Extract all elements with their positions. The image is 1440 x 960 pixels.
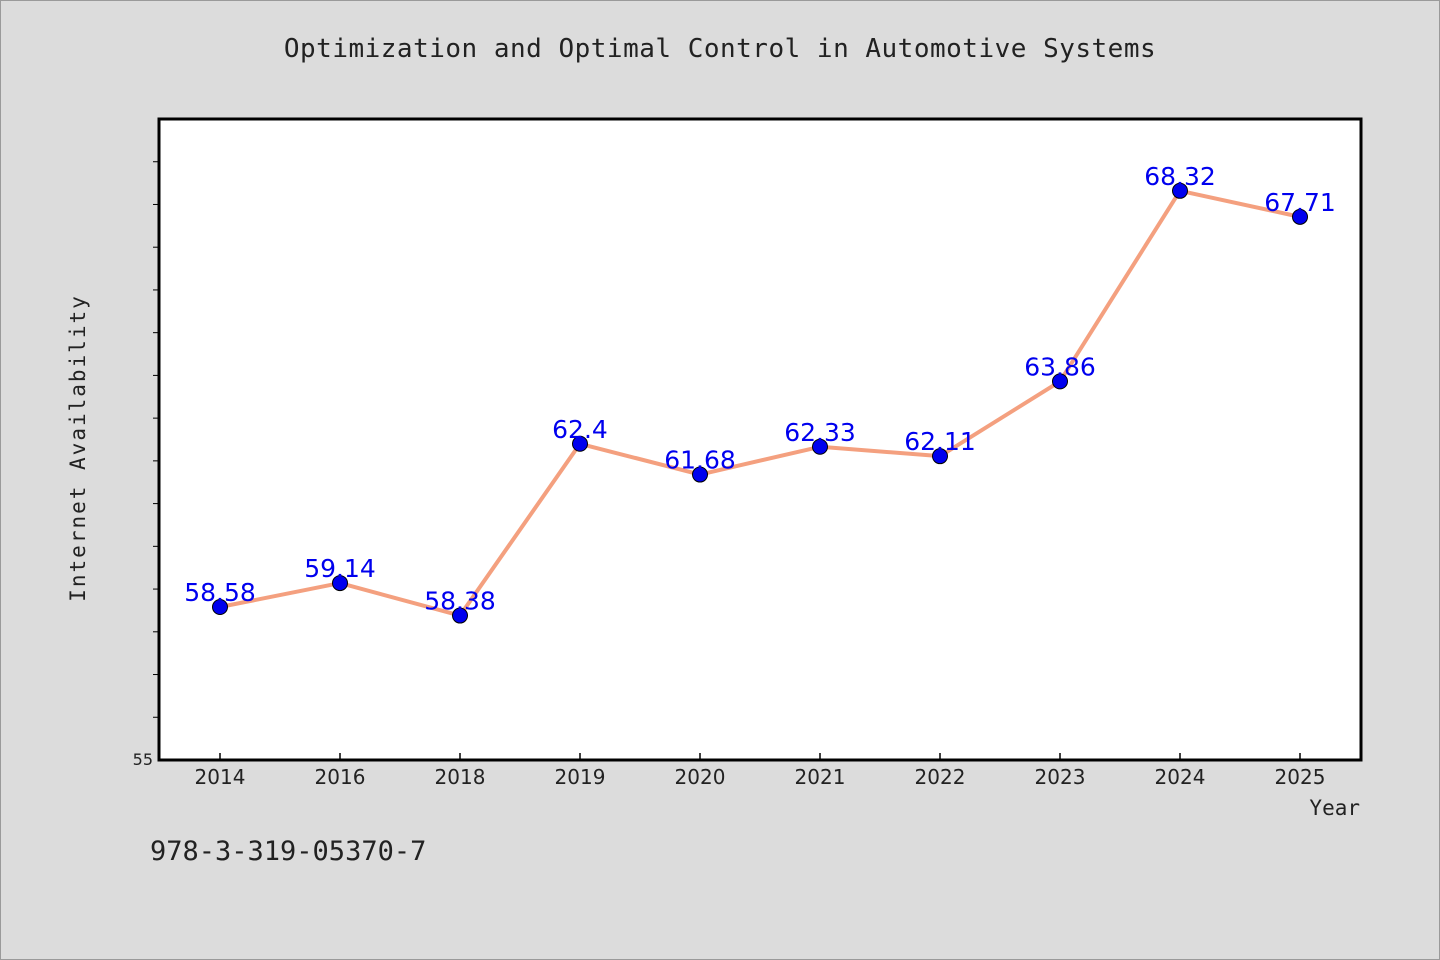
x-tick-label: 2019 bbox=[555, 765, 606, 789]
data-point bbox=[1052, 373, 1068, 390]
x-tick-label: 2025 bbox=[1275, 765, 1326, 789]
data-point bbox=[452, 607, 468, 624]
series-group: 58.58 59.14 58.38 62.4 61.68 62.33 62.11 63.86 6… bbox=[184, 162, 1336, 624]
data-label: 58.38 bbox=[424, 587, 496, 616]
x-tick-label: 2023 bbox=[1035, 765, 1086, 789]
data-point bbox=[1292, 208, 1308, 225]
data-point bbox=[572, 435, 588, 452]
isbn-text: 978-3-319-05370-7 bbox=[150, 836, 427, 867]
data-label: 67.71 bbox=[1264, 188, 1336, 217]
data-label: 63.86 bbox=[1024, 352, 1096, 381]
x-tick-label: 2024 bbox=[1155, 765, 1206, 789]
data-label: 58.58 bbox=[184, 578, 256, 607]
data-point bbox=[1172, 182, 1188, 199]
data-point bbox=[212, 599, 228, 616]
data-label: 62.33 bbox=[784, 418, 856, 447]
data-label: 62.11 bbox=[904, 427, 976, 456]
data-point bbox=[692, 466, 708, 483]
data-label: 59.14 bbox=[304, 554, 376, 583]
data-label: 68.32 bbox=[1144, 162, 1216, 191]
data-label: 62.4 bbox=[552, 415, 608, 444]
data-point bbox=[932, 448, 948, 465]
x-tick-label: 2018 bbox=[435, 765, 486, 789]
x-axis-ticks: 2014 2016 2018 2019 2020 2021 2022 2023 2024 2025 bbox=[195, 753, 1326, 789]
y-axis-ticks: 55 bbox=[133, 161, 159, 769]
x-tick-label: 2022 bbox=[915, 765, 966, 789]
plot-area bbox=[157, 117, 1363, 762]
x-tick-label: 2020 bbox=[675, 765, 726, 789]
data-point bbox=[332, 575, 348, 592]
y-tick-label: 55 bbox=[133, 750, 153, 769]
series-line bbox=[219, 188, 1301, 618]
x-tick-label: 2021 bbox=[795, 765, 846, 789]
chart-title: Optimization and Optimal Control in Auto… bbox=[283, 34, 1157, 64]
x-tick-label: 2016 bbox=[315, 765, 366, 789]
data-point bbox=[812, 438, 828, 455]
x-axis-label: Year bbox=[1309, 796, 1360, 820]
x-tick-label: 2014 bbox=[195, 765, 246, 789]
data-label: 61.68 bbox=[664, 446, 736, 475]
